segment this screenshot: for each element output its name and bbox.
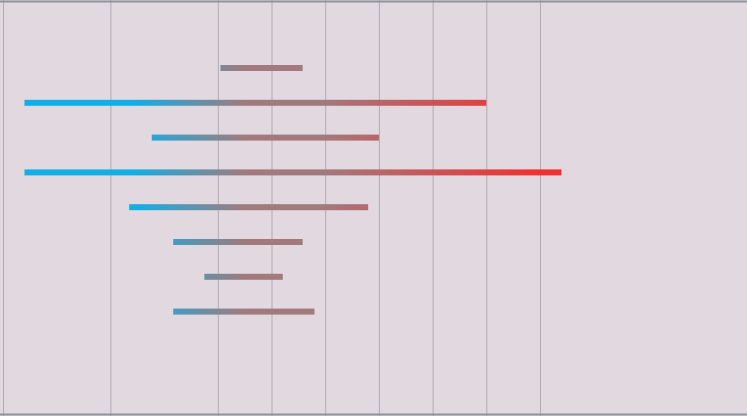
range-bar-8 xyxy=(173,308,315,315)
range-bar-5 xyxy=(129,204,369,211)
range-bar-3 xyxy=(151,134,379,141)
bars xyxy=(24,65,562,315)
range-bar-7 xyxy=(204,273,283,280)
range-bar-6 xyxy=(173,239,303,245)
range-bar-4 xyxy=(24,169,562,176)
range-bar-2 xyxy=(24,99,487,106)
range-bar-1 xyxy=(220,65,303,71)
